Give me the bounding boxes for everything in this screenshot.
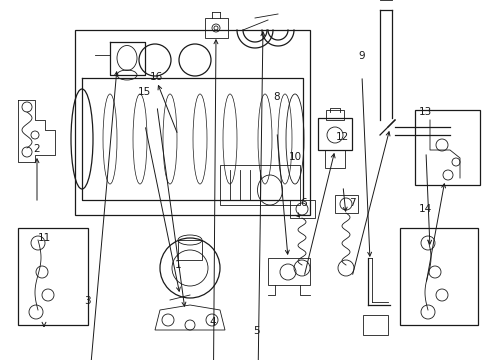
Text: 3: 3 xyxy=(83,296,90,306)
Text: 4: 4 xyxy=(209,317,216,327)
Text: 14: 14 xyxy=(418,204,431,214)
Text: 16: 16 xyxy=(149,72,163,82)
Text: 6: 6 xyxy=(299,198,306,208)
Text: 10: 10 xyxy=(289,152,302,162)
Text: 13: 13 xyxy=(418,107,431,117)
Text: 8: 8 xyxy=(272,92,279,102)
Text: 1: 1 xyxy=(175,260,182,270)
Text: 15: 15 xyxy=(137,87,151,97)
Text: 5: 5 xyxy=(253,326,260,336)
Text: 11: 11 xyxy=(37,233,51,243)
Text: 12: 12 xyxy=(335,132,348,142)
Text: 7: 7 xyxy=(348,198,355,208)
Text: 9: 9 xyxy=(358,51,365,61)
Text: 2: 2 xyxy=(33,144,40,154)
